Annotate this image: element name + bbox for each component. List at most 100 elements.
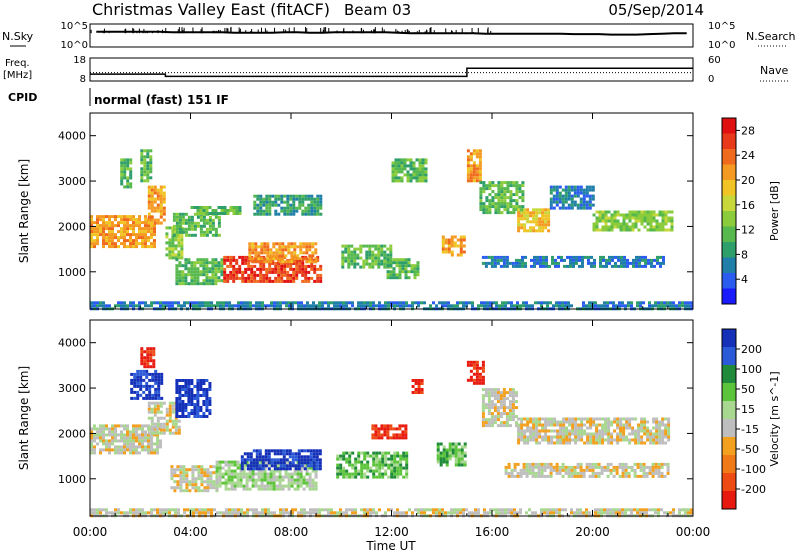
heatmap-cell <box>571 432 575 436</box>
heatmap-cell <box>249 458 253 462</box>
heatmap-cell <box>585 188 589 192</box>
heatmap-cell <box>233 460 237 464</box>
heatmap-cell <box>120 424 123 428</box>
heatmap-cell <box>290 257 294 261</box>
heatmap-cell <box>143 149 147 153</box>
heatmap-cell <box>259 206 263 210</box>
heatmap-cell <box>445 448 449 452</box>
heatmap-cell <box>490 394 494 398</box>
heatmap-cell <box>647 258 650 262</box>
heatmap-cell <box>162 185 166 189</box>
heatmap-cell <box>599 255 602 259</box>
heatmap-cell <box>649 435 653 439</box>
heatmap-cell <box>263 487 267 491</box>
heatmap-cell <box>652 225 656 229</box>
heatmap-cell <box>556 429 560 433</box>
heatmap-cell <box>266 478 270 482</box>
heatmap-cell <box>275 251 279 255</box>
heatmap-cell <box>141 230 144 234</box>
heatmap-cell <box>664 423 668 427</box>
heatmap-cell <box>353 259 357 263</box>
heatmap-cell <box>491 196 495 200</box>
heatmap-cell <box>649 222 653 226</box>
heatmap-cell <box>132 442 135 446</box>
heatmap-cell <box>360 460 364 464</box>
heatmap-cell <box>447 247 451 251</box>
heatmap-cell <box>512 208 516 212</box>
heatmap-cell <box>417 379 421 382</box>
heatmap-cell <box>129 158 133 162</box>
heatmap-cell <box>658 441 662 445</box>
heatmap-cell <box>274 261 278 265</box>
heatmap-cell <box>223 276 227 280</box>
heatmap-cell <box>310 267 314 271</box>
heatmap-cell <box>105 442 108 446</box>
heatmap-cell <box>150 194 154 198</box>
heatmap-cell <box>625 420 629 424</box>
heatmap-cell <box>129 215 132 219</box>
heatmap-cell <box>304 206 308 210</box>
heatmap-cell <box>549 200 553 204</box>
heatmap-cell <box>547 423 551 427</box>
heatmap-cell <box>521 264 524 268</box>
heatmap-cell <box>592 435 596 439</box>
heatmap-cell <box>144 218 147 222</box>
heatmap-cell <box>441 247 445 251</box>
heatmap-cell <box>506 190 510 194</box>
heatmap-cell <box>378 472 382 476</box>
heatmap-cell <box>550 429 554 433</box>
heatmap-cell <box>138 439 141 443</box>
heatmap-cell <box>436 451 440 455</box>
heatmap-cell <box>202 264 206 268</box>
heatmap-cell <box>286 273 290 277</box>
heatmap-cell <box>208 397 212 400</box>
heatmap-cell <box>390 460 394 464</box>
heatmap-cell <box>595 423 599 427</box>
heatmap-cell <box>174 256 178 260</box>
heatmap-cell <box>200 474 204 478</box>
heatmap-cell <box>291 461 295 465</box>
heatmap-cell <box>539 255 542 259</box>
heatmap-cell <box>294 458 298 462</box>
heatmap-cell <box>648 468 652 472</box>
heatmap-cell <box>532 426 536 430</box>
heatmap-cell <box>139 375 143 379</box>
heatmap-cell <box>117 301 120 305</box>
heatmap-cell <box>144 245 147 249</box>
heatmap-cell <box>145 375 149 379</box>
heatmap-cell <box>193 412 197 415</box>
heatmap-cell <box>145 381 149 385</box>
heatmap-cell <box>306 449 310 453</box>
heatmap-cell <box>530 264 533 268</box>
heatmap-cell <box>448 457 452 461</box>
heatmap-cell <box>366 454 370 458</box>
heatmap-cell <box>509 181 513 185</box>
heatmap-cell <box>658 213 662 217</box>
heatmap-cell <box>493 418 497 422</box>
heatmap-cell <box>466 173 470 177</box>
heatmap-cell <box>150 209 154 213</box>
heatmap-cell <box>272 478 276 482</box>
heatmap-cell <box>451 445 455 449</box>
heatmap-cell <box>129 239 132 243</box>
heatmap-cell <box>499 421 503 425</box>
heatmap-cell <box>202 221 206 225</box>
colorbar-swatch <box>722 149 736 165</box>
heatmap-cell <box>235 209 239 212</box>
heatmap-cell <box>180 247 184 251</box>
heatmap-cell <box>266 481 270 485</box>
heatmap-cell <box>339 457 343 461</box>
heatmap-cell <box>114 439 117 443</box>
heatmap-cell <box>191 477 195 481</box>
heatmap-cell <box>445 457 449 461</box>
heatmap-cell <box>625 222 629 226</box>
heatmap-cell <box>201 301 204 305</box>
heatmap-cell <box>162 431 166 435</box>
heatmap-cell <box>256 197 260 201</box>
heatmap-cell <box>291 455 295 459</box>
heatmap-cell <box>613 219 617 223</box>
heatmap-cell <box>135 424 138 428</box>
heatmap-cell <box>269 475 273 479</box>
heatmap-cell <box>144 436 147 440</box>
heatmap-cell <box>569 264 572 268</box>
